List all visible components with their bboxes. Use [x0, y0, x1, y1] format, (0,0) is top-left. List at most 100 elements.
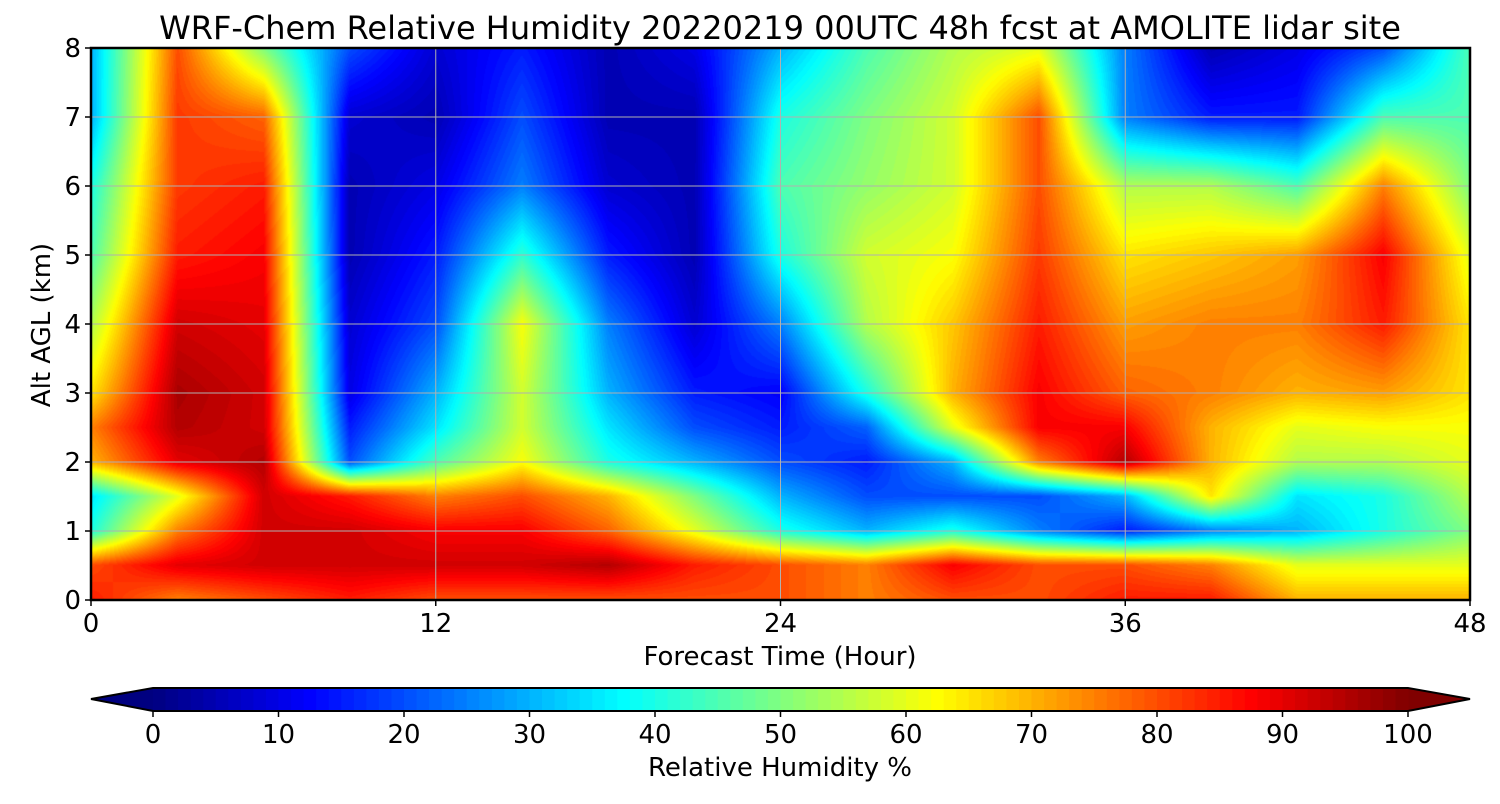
colorbar-segment: [667, 688, 681, 711]
colorbar-segment: [629, 688, 644, 711]
colorbar-tick-label: 90: [1266, 720, 1299, 750]
colorbar-segment: [328, 688, 342, 711]
x-axis-ticks: 0 12 24 36 48: [83, 600, 1487, 639]
colorbar-segment: [956, 688, 970, 711]
colorbar-segment: [1157, 688, 1171, 711]
colorbar-segment: [1044, 688, 1058, 711]
colorbar-segment: [717, 688, 731, 711]
colorbar-segment: [1194, 688, 1208, 711]
colorbar-segment: [592, 688, 606, 711]
y-tick-label: 4: [64, 310, 81, 340]
y-tick-label: 6: [64, 172, 81, 202]
colorbar-segment: [404, 688, 418, 711]
colorbar-segment: [843, 688, 857, 711]
colorbar-segment: [1269, 688, 1284, 711]
colorbar-segment: [1144, 688, 1158, 711]
colorbar-segment: [240, 688, 254, 711]
colorbar-tick-label: 30: [513, 720, 546, 750]
colorbar-segment: [680, 688, 694, 711]
colorbar-segment: [291, 688, 305, 711]
colorbar-segment: [228, 688, 242, 711]
colorbar-segment: [931, 688, 945, 711]
colorbar-segment: [1345, 688, 1359, 711]
colorbar-segment: [1219, 688, 1233, 711]
y-tick-label: 7: [64, 103, 81, 133]
colorbar-segment: [1295, 688, 1309, 711]
colorbar-tick-label: 70: [1015, 720, 1048, 750]
colorbar-segment: [366, 688, 380, 711]
colorbar-segment: [542, 688, 556, 711]
colorbar-segment: [1006, 688, 1020, 711]
colorbar-segment: [893, 688, 907, 711]
colorbar-segment: [491, 688, 505, 711]
colorbar-tick-label: 100: [1383, 720, 1433, 750]
colorbar-segment: [1182, 688, 1196, 711]
chart-title: WRF-Chem Relative Humidity 20220219 00UT…: [159, 9, 1401, 47]
colorbar-segment: [579, 688, 593, 711]
colorbar-segment: [203, 688, 217, 711]
colorbar-segment: [303, 688, 317, 711]
colorbar-segment: [165, 688, 179, 711]
colorbar-segment: [529, 688, 543, 711]
colorbar-segment: [692, 688, 706, 711]
y-tick-label: 2: [64, 448, 81, 478]
colorbar-segment: [818, 688, 832, 711]
colorbar: 0 10 20 30 40 50 60 70 80 90 100 Relative Humidity…: [90, 687, 1471, 783]
colorbar-segment: [1119, 688, 1133, 711]
colorbar-segment: [504, 688, 518, 711]
colorbar-gradient: [91, 688, 1470, 711]
colorbar-segment: [617, 688, 631, 711]
colorbar-segment: [1357, 688, 1371, 711]
colorbar-segment: [906, 688, 920, 711]
colorbar-segment: [981, 688, 995, 711]
colorbar-extend-min: [91, 688, 153, 711]
colorbar-tick-label: 10: [262, 720, 295, 750]
colorbar-segment: [880, 688, 895, 711]
colorbar-segment: [391, 688, 405, 711]
colorbar-segment: [793, 688, 807, 711]
colorbar-segment: [730, 688, 744, 711]
colorbar-segment: [1382, 688, 1397, 711]
colorbar-segment: [1081, 688, 1095, 711]
colorbar-segment: [642, 688, 656, 711]
colorbar-ticks: 0 10 20 30 40 50 60 70 80 90 100: [145, 711, 1433, 750]
x-tick-label: 0: [83, 609, 100, 639]
x-axis-label: Forecast Time (Hour): [643, 642, 916, 672]
colorbar-segment: [554, 688, 568, 711]
y-tick-label: 8: [64, 34, 81, 64]
grid-lines: [91, 48, 1470, 600]
colorbar-segment: [1244, 688, 1258, 711]
y-axis-ticks: 0 1 2 3 4 5 6 7 8: [64, 34, 91, 616]
colorbar-segment: [1395, 688, 1409, 711]
colorbar-segment: [416, 688, 430, 711]
colorbar-tick-label: 40: [638, 720, 671, 750]
colorbar-segment: [705, 688, 719, 711]
colorbar-segment: [341, 688, 355, 711]
colorbar-segment: [918, 688, 932, 711]
colorbar-segment: [1207, 688, 1221, 711]
colorbar-segment: [353, 688, 367, 711]
colorbar-tick-label: 60: [889, 720, 922, 750]
colorbar-segment: [479, 688, 493, 711]
x-tick-label: 36: [1109, 609, 1142, 639]
y-tick-label: 5: [64, 241, 81, 271]
colorbar-segment: [454, 688, 468, 711]
colorbar-label: Relative Humidity %: [648, 753, 912, 783]
colorbar-segment: [1094, 688, 1108, 711]
colorbar-segment: [767, 688, 782, 711]
colorbar-tick-label: 80: [1140, 720, 1173, 750]
colorbar-segment: [993, 688, 1007, 711]
colorbar-segment: [1332, 688, 1346, 711]
colorbar-segment: [567, 688, 581, 711]
colorbar-segment: [215, 688, 229, 711]
colorbar-segment: [153, 688, 167, 711]
colorbar-segment: [805, 688, 819, 711]
colorbar-segment: [253, 688, 267, 711]
colorbar-tick-label: 0: [145, 720, 162, 750]
colorbar-segment: [655, 688, 669, 711]
colorbar-segment: [1282, 688, 1296, 711]
colorbar-segment: [1320, 688, 1334, 711]
colorbar-segment: [1056, 688, 1070, 711]
